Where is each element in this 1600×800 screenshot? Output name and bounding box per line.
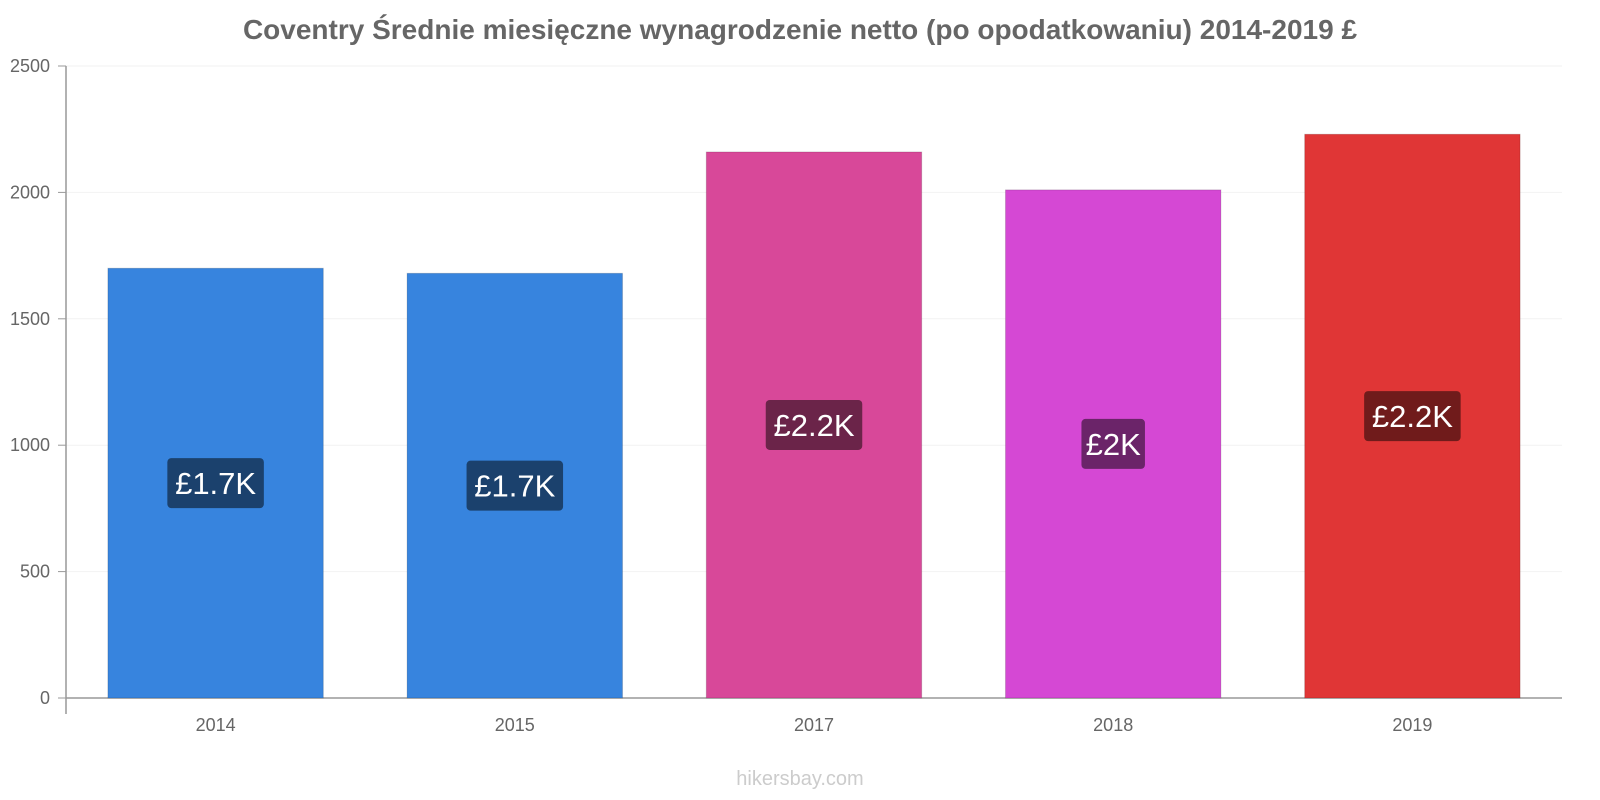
data-label-box — [1081, 418, 1145, 469]
watermark: hikersbay.com — [736, 768, 864, 790]
x-tick-label: 2014 — [196, 715, 236, 735]
data-label: £1.7K — [474, 469, 555, 504]
data-label: £2.2K — [1372, 399, 1453, 434]
x-tick-label: 2018 — [1093, 715, 1133, 735]
y-tick-label: 2000 — [10, 182, 50, 202]
y-tick-label: 1500 — [10, 309, 50, 329]
data-label-box — [765, 399, 863, 450]
chart-title: Coventry Średnie miesięczne wynagrodzeni… — [242, 14, 1358, 45]
x-tick-label: 2017 — [794, 715, 834, 735]
y-tick-label: 500 — [20, 562, 50, 582]
x-tick-label: 2019 — [1392, 715, 1432, 735]
data-label: £2K — [1086, 427, 1141, 462]
data-label: £1.7K — [175, 466, 256, 501]
x-tick-label: 2015 — [495, 715, 535, 735]
data-label: £2.2K — [773, 408, 854, 443]
data-label-box — [167, 458, 264, 509]
data-label-box — [466, 460, 564, 511]
data-label-box — [1364, 391, 1461, 442]
y-tick-label: 2500 — [10, 56, 50, 76]
y-tick-label: 1000 — [10, 435, 50, 455]
data-labels: £1.7K £1.7K £2.2K £2K £2.2K — [167, 391, 1461, 511]
y-tick-label: 0 — [40, 688, 50, 708]
